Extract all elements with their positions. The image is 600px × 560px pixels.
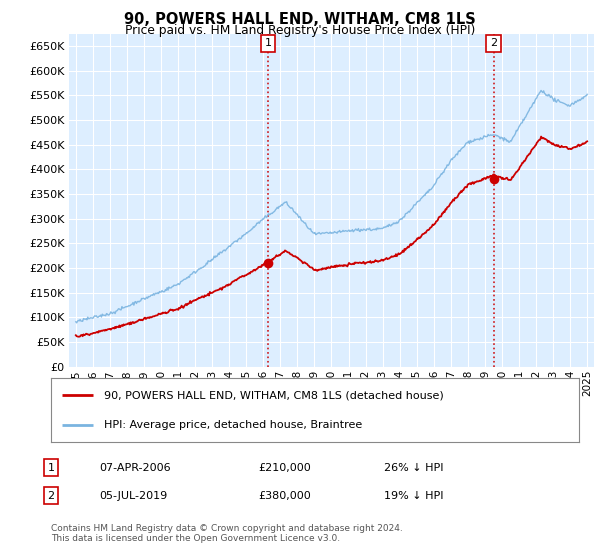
Text: 90, POWERS HALL END, WITHAM, CM8 1LS: 90, POWERS HALL END, WITHAM, CM8 1LS [124, 12, 476, 27]
Text: 19% ↓ HPI: 19% ↓ HPI [384, 491, 443, 501]
Text: HPI: Average price, detached house, Braintree: HPI: Average price, detached house, Brai… [104, 420, 362, 430]
Text: 1: 1 [47, 463, 55, 473]
Text: 2: 2 [47, 491, 55, 501]
Text: Price paid vs. HM Land Registry's House Price Index (HPI): Price paid vs. HM Land Registry's House … [125, 24, 475, 36]
Text: Contains HM Land Registry data © Crown copyright and database right 2024.
This d: Contains HM Land Registry data © Crown c… [51, 524, 403, 543]
Text: 90, POWERS HALL END, WITHAM, CM8 1LS (detached house): 90, POWERS HALL END, WITHAM, CM8 1LS (de… [104, 390, 443, 400]
Text: 26% ↓ HPI: 26% ↓ HPI [384, 463, 443, 473]
Text: 07-APR-2006: 07-APR-2006 [99, 463, 170, 473]
Text: 2: 2 [490, 39, 497, 49]
Text: 05-JUL-2019: 05-JUL-2019 [99, 491, 167, 501]
Text: £380,000: £380,000 [258, 491, 311, 501]
Text: £210,000: £210,000 [258, 463, 311, 473]
Text: 1: 1 [265, 39, 271, 49]
